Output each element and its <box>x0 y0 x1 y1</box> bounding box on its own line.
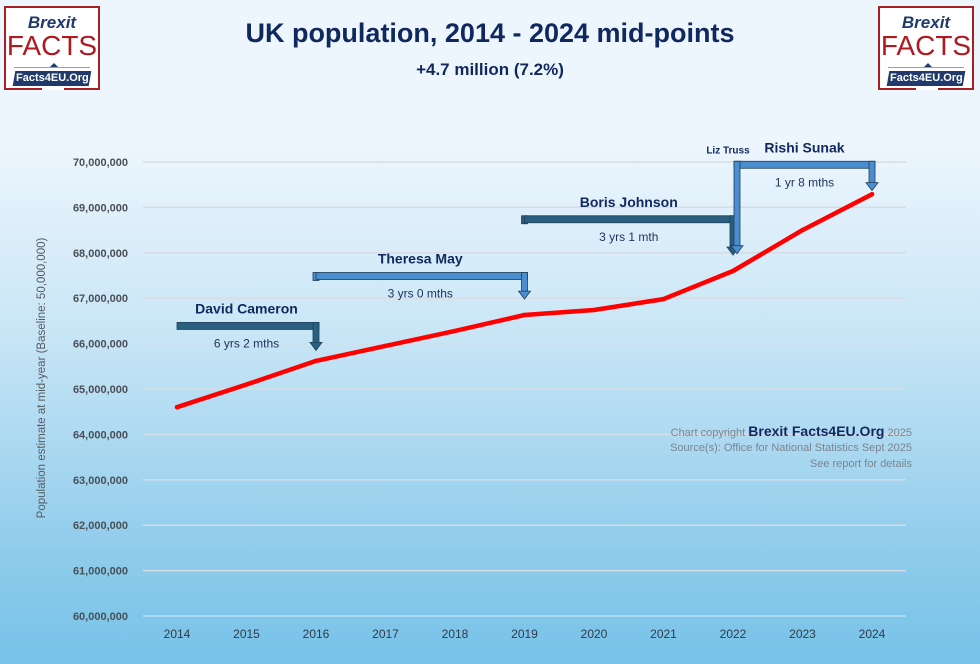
copyright-brand: Brexit Facts4EU.Org <box>748 423 885 439</box>
pm-duration-label: 3 yrs 1 mth <box>599 230 658 244</box>
bracket-bar <box>176 322 320 330</box>
y-tick-label: 65,000,000 <box>73 384 128 396</box>
data-point <box>869 192 875 197</box>
arrow-down-icon <box>865 182 879 192</box>
pm-annotations: David Cameron 6 yrs 2 mths Theresa May 3 yr… <box>176 139 879 352</box>
data-point <box>800 227 805 233</box>
chart-title: UK population, 2014 - 2024 mid-points <box>245 18 735 48</box>
brexit-facts-logo-left: Brexit FACTS Facts4EU.Org <box>4 6 100 90</box>
y-tick-label: 68,000,000 <box>73 248 128 260</box>
bracket-bar <box>736 160 876 169</box>
logo-frame-gap <box>42 86 64 90</box>
data-point <box>730 268 736 274</box>
y-tick-label: 67,000,000 <box>73 293 128 305</box>
x-tick-label: 2023 <box>789 627 816 641</box>
x-tick-label: 2016 <box>303 627 330 641</box>
pm-name-label: Rishi Sunak <box>764 139 844 155</box>
logo-facts-text: FACTS <box>6 30 98 61</box>
logo-frame-gap <box>916 86 938 90</box>
x-tick-label: 2020 <box>581 627 608 641</box>
pm-name-label: Theresa May <box>378 251 463 267</box>
bracket-stem <box>733 160 741 248</box>
pm-name-label: Liz Truss <box>706 145 750 156</box>
pm-duration-label: 3 yrs 0 mths <box>388 287 453 301</box>
x-tick-label: 2018 <box>442 627 469 641</box>
data-points <box>174 192 875 410</box>
data-point <box>591 307 597 313</box>
data-point <box>452 328 458 334</box>
chart-details-note: See report for details <box>809 458 912 470</box>
logo-brexit-text: Brexit <box>27 13 77 32</box>
pm-annotation-truss-arrow <box>730 160 744 255</box>
x-tick-label: 2024 <box>859 627 886 641</box>
pm-name-label: David Cameron <box>195 300 298 316</box>
logo-rule <box>14 67 90 68</box>
x-tick-label: 2015 <box>233 627 260 641</box>
chart-subtitle: +4.7 million (7.2%) <box>416 60 564 79</box>
logo-triangle-icon <box>50 63 58 67</box>
pm-annotation: Theresa May 3 yrs 0 mths <box>312 251 532 301</box>
copyright-prefix: Chart copyright <box>670 427 746 439</box>
x-axis-ticks: 2014 2015 2016 2017 2018 2019 2020 2021 2022 2023… <box>164 627 886 641</box>
logo-brexit-text: Brexit <box>901 13 951 32</box>
pm-name-label: Boris Johnson <box>580 194 678 210</box>
pm-annotation: Rishi Sunak 1 yr 8 mths <box>733 139 879 192</box>
bracket-stem <box>868 160 876 185</box>
y-tick-label: 63,000,000 <box>73 475 128 487</box>
chart-copyright: Chart copyright Brexit Facts4EU.Org 2025 <box>671 423 912 439</box>
data-point <box>244 382 249 387</box>
y-tick-label: 62,000,000 <box>73 520 128 532</box>
pm-annotation: Liz Truss <box>706 145 750 156</box>
x-tick-label: 2014 <box>164 627 191 641</box>
arrow-down-icon <box>309 342 323 352</box>
x-tick-label: 2022 <box>720 627 747 641</box>
bracket-bar <box>315 272 528 280</box>
pm-annotation: Boris Johnson 3 yrs 1 mth <box>521 194 740 256</box>
bracket-stem <box>312 322 320 344</box>
y-tick-label: 66,000,000 <box>73 339 128 351</box>
bracket-bar <box>524 215 737 224</box>
chart-source: Source(s): Office for National Statistic… <box>670 442 912 454</box>
arrow-down-icon <box>517 290 532 300</box>
y-tick-label: 64,000,000 <box>73 429 128 441</box>
logo-facts-text: FACTS <box>880 30 972 61</box>
data-point <box>313 358 319 364</box>
arrow-down-icon <box>730 245 744 255</box>
data-point <box>383 343 388 349</box>
bracket-stem <box>521 272 528 293</box>
x-tick-label: 2021 <box>650 627 677 641</box>
logo-rule <box>888 67 964 68</box>
copyright-year: 2025 <box>887 427 912 439</box>
gridlines <box>143 161 906 617</box>
y-tick-label: 60,000,000 <box>73 611 128 623</box>
data-point <box>661 296 666 302</box>
data-point <box>522 312 527 318</box>
y-axis-ticks: 60,000,000 61,000,000 62,000,000 63,000,000… <box>73 157 128 623</box>
pm-annotation: David Cameron 6 yrs 2 mths <box>176 300 323 352</box>
y-axis-label: Population estimate at mid-year (Baselin… <box>36 238 48 519</box>
x-tick-label: 2017 <box>372 627 399 641</box>
pm-duration-label: 1 yr 8 mths <box>775 175 834 189</box>
x-tick-label: 2019 <box>511 627 538 641</box>
y-tick-label: 69,000,000 <box>73 202 128 214</box>
y-tick-label: 61,000,000 <box>73 566 128 578</box>
pm-duration-label: 6 yrs 2 mths <box>214 336 279 350</box>
y-tick-label: 70,000,000 <box>73 157 128 169</box>
data-point <box>174 404 180 410</box>
logo-triangle-icon <box>924 63 932 67</box>
brexit-facts-logo-right: Brexit FACTS Facts4EU.Org <box>878 6 974 90</box>
